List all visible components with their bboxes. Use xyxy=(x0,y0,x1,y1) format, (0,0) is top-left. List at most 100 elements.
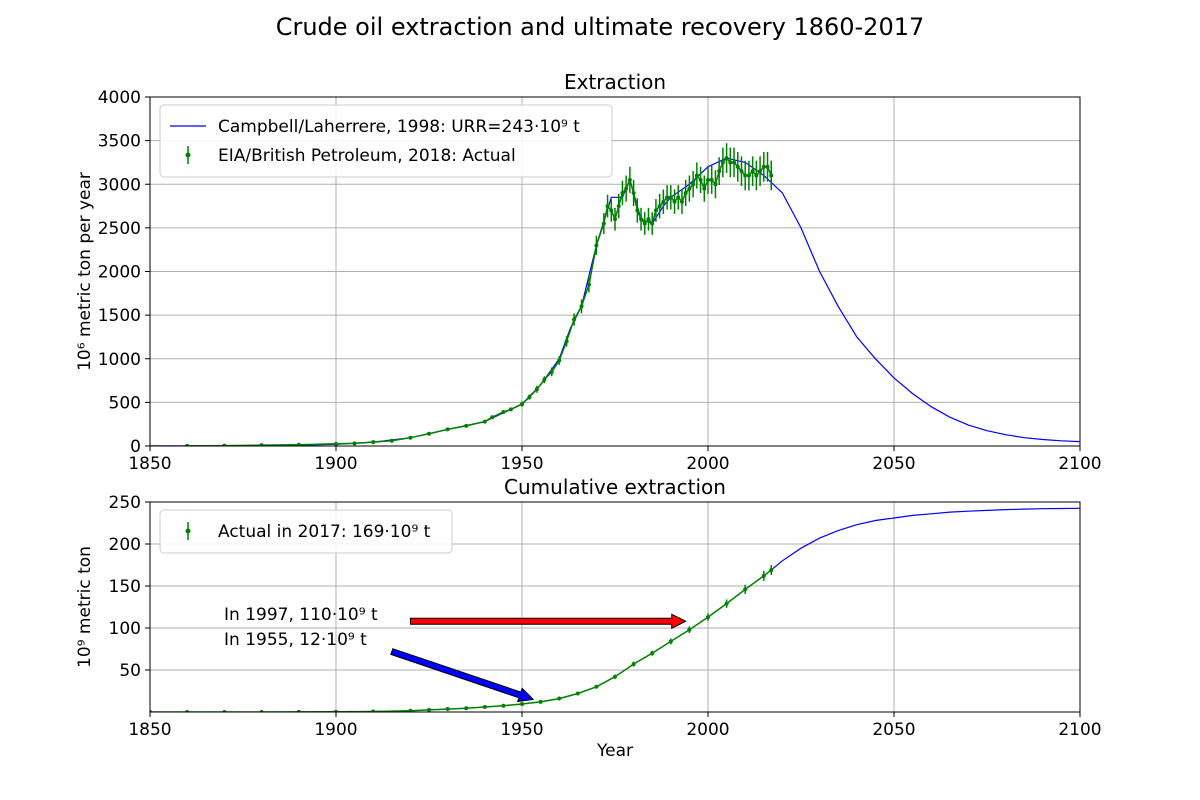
data-point xyxy=(520,702,524,707)
data-point xyxy=(579,304,584,309)
data-point xyxy=(613,217,617,222)
data-point xyxy=(720,160,725,165)
data-point xyxy=(594,684,599,689)
data-point xyxy=(445,707,450,712)
x-tick-label: 2000 xyxy=(686,454,729,474)
model-curve-line xyxy=(770,507,1080,571)
data-point xyxy=(743,587,748,592)
data-point xyxy=(508,407,513,412)
data-point xyxy=(259,443,264,446)
data-point xyxy=(542,377,547,382)
legend-label: Campbell/Laherrere, 1998: URR=243·10⁹ t xyxy=(218,117,580,137)
x-tick-label: 2000 xyxy=(686,720,729,740)
data-point xyxy=(408,708,413,712)
data-point xyxy=(698,177,703,182)
data-point xyxy=(743,173,748,178)
data-point xyxy=(661,199,666,204)
data-point xyxy=(389,438,394,443)
data-point xyxy=(222,443,227,446)
data-point xyxy=(490,415,495,420)
chart-title: Extraction xyxy=(564,70,666,94)
legend-marker-swatch xyxy=(185,152,191,158)
data-point xyxy=(609,208,614,213)
y-tick-label: 4000 xyxy=(98,88,141,108)
annotation-arrow xyxy=(409,613,687,630)
data-point xyxy=(334,709,338,712)
data-point xyxy=(676,195,681,200)
legend-label: Actual in 2017: 169·10⁹ t xyxy=(218,522,431,542)
data-point xyxy=(657,204,662,209)
y-tick-label: 2000 xyxy=(98,263,141,283)
data-point xyxy=(501,703,506,708)
data-point xyxy=(464,706,469,711)
data-point xyxy=(668,639,673,644)
data-point xyxy=(534,387,539,392)
data-point xyxy=(572,317,577,322)
data-point xyxy=(564,339,569,344)
legend-box xyxy=(159,104,613,178)
x-tick-label: 1850 xyxy=(128,720,171,740)
x-tick-label: 1850 xyxy=(128,454,171,474)
x-tick-label: 2100 xyxy=(1058,454,1101,474)
data-point xyxy=(464,423,469,428)
data-point xyxy=(371,709,376,712)
data-point xyxy=(653,208,658,213)
data-point xyxy=(427,431,431,436)
x-tick-label: 1950 xyxy=(500,454,543,474)
data-point xyxy=(668,195,673,200)
data-point xyxy=(408,435,413,440)
y-tick-label: 50 xyxy=(119,661,141,681)
data-point xyxy=(605,204,610,209)
data-point xyxy=(728,160,733,165)
data-point xyxy=(520,402,524,407)
data-point xyxy=(739,169,744,174)
axes-frame xyxy=(149,501,1081,713)
data-point xyxy=(650,221,655,226)
y-tick-label: 1500 xyxy=(98,306,141,326)
data-point xyxy=(642,221,647,226)
data-point xyxy=(296,442,301,446)
x-tick-label: 1950 xyxy=(500,720,543,740)
y-tick-label: 200 xyxy=(109,535,141,555)
data-point xyxy=(334,441,338,446)
data-point xyxy=(613,674,617,679)
data-point xyxy=(672,199,677,204)
data-point xyxy=(557,696,562,701)
y-tick-label: 100 xyxy=(109,619,141,639)
data-point xyxy=(527,395,532,400)
data-point xyxy=(549,369,554,374)
data-point xyxy=(679,199,684,204)
data-point xyxy=(665,195,670,200)
data-point xyxy=(735,164,740,169)
data-point xyxy=(754,173,759,178)
legend-marker-swatch xyxy=(185,528,191,534)
x-tick-label: 2050 xyxy=(872,720,915,740)
data-point xyxy=(371,440,376,445)
data-point xyxy=(635,208,640,213)
data-point xyxy=(185,443,190,446)
data-point xyxy=(482,704,487,709)
y-tick-label: 3000 xyxy=(98,175,141,195)
data-point xyxy=(482,419,487,424)
y-tick-label: 2500 xyxy=(98,219,141,239)
data-point xyxy=(620,190,625,195)
y-tick-label: 0 xyxy=(130,437,141,457)
data-point xyxy=(586,282,591,287)
y-tick-label: 150 xyxy=(109,577,141,597)
y-tick-label: 1000 xyxy=(98,350,141,370)
data-point xyxy=(758,169,763,174)
cumulative-extraction-chart: 1850 1900 1950 2000 2050 2100 50 100 150 200 250 Cu… xyxy=(75,475,1102,761)
data-point xyxy=(352,441,357,446)
chart-title: Cumulative extraction xyxy=(504,475,726,499)
data-point xyxy=(706,615,710,620)
legend: Campbell/Laherrere, 1998: URR=243·10⁹ t E… xyxy=(159,104,613,178)
y-axis-label: 10⁶ metric ton per year xyxy=(75,172,95,371)
data-point xyxy=(624,186,629,191)
data-point xyxy=(709,177,714,182)
data-point xyxy=(765,164,770,169)
data-point xyxy=(702,186,707,191)
data-point xyxy=(616,204,621,209)
legend-box xyxy=(159,509,453,554)
data-point xyxy=(761,164,766,169)
annotation-text: In 1997, 110·10⁹ t xyxy=(224,605,378,625)
